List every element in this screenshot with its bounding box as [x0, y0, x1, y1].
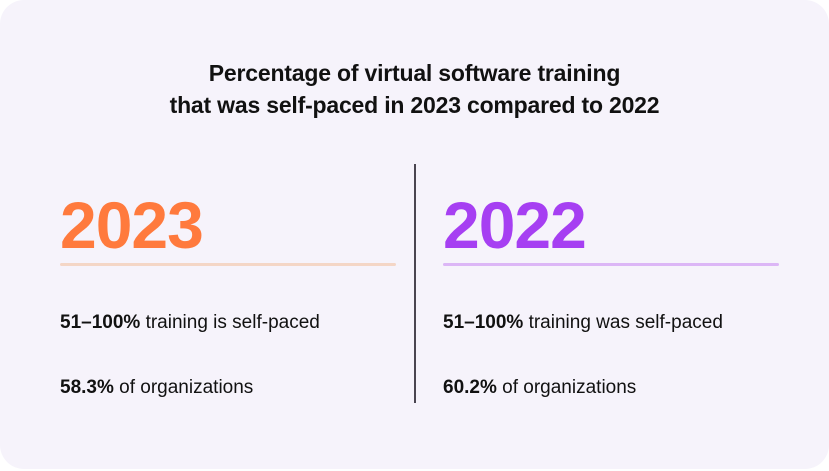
- range-text: training was self-paced: [523, 312, 723, 333]
- column-divider: [414, 164, 416, 403]
- range-value: 51–100%: [60, 312, 141, 333]
- organizations-stat: 58.3% of organizations: [60, 377, 253, 399]
- chart-title: Percentage of virtual software training …: [0, 57, 829, 121]
- organizations-value: 60.2%: [443, 377, 497, 398]
- self-paced-range-stat: 51–100% training was self-paced: [443, 312, 723, 334]
- organizations-value: 58.3%: [60, 377, 114, 398]
- organizations-text: of organizations: [113, 377, 254, 398]
- year-column-2022: 2022 51–100% training was self-paced 60.…: [443, 188, 779, 398]
- year-underline: [60, 263, 396, 266]
- year-heading: 2022: [443, 188, 587, 262]
- chart-title-line-2: that was self-paced in 2023 compared to …: [169, 92, 660, 118]
- organizations-text: of organizations: [496, 377, 637, 398]
- organizations-stat: 60.2% of organizations: [443, 377, 636, 399]
- range-text: training is self-paced: [140, 312, 320, 333]
- year-heading: 2023: [60, 188, 204, 262]
- year-column-2023: 2023 51–100% training is self-paced 58.3…: [60, 188, 396, 398]
- year-underline: [443, 263, 779, 266]
- range-value: 51–100%: [443, 312, 524, 333]
- self-paced-range-stat: 51–100% training is self-paced: [60, 312, 320, 334]
- chart-title-line-1: Percentage of virtual software training: [208, 60, 621, 86]
